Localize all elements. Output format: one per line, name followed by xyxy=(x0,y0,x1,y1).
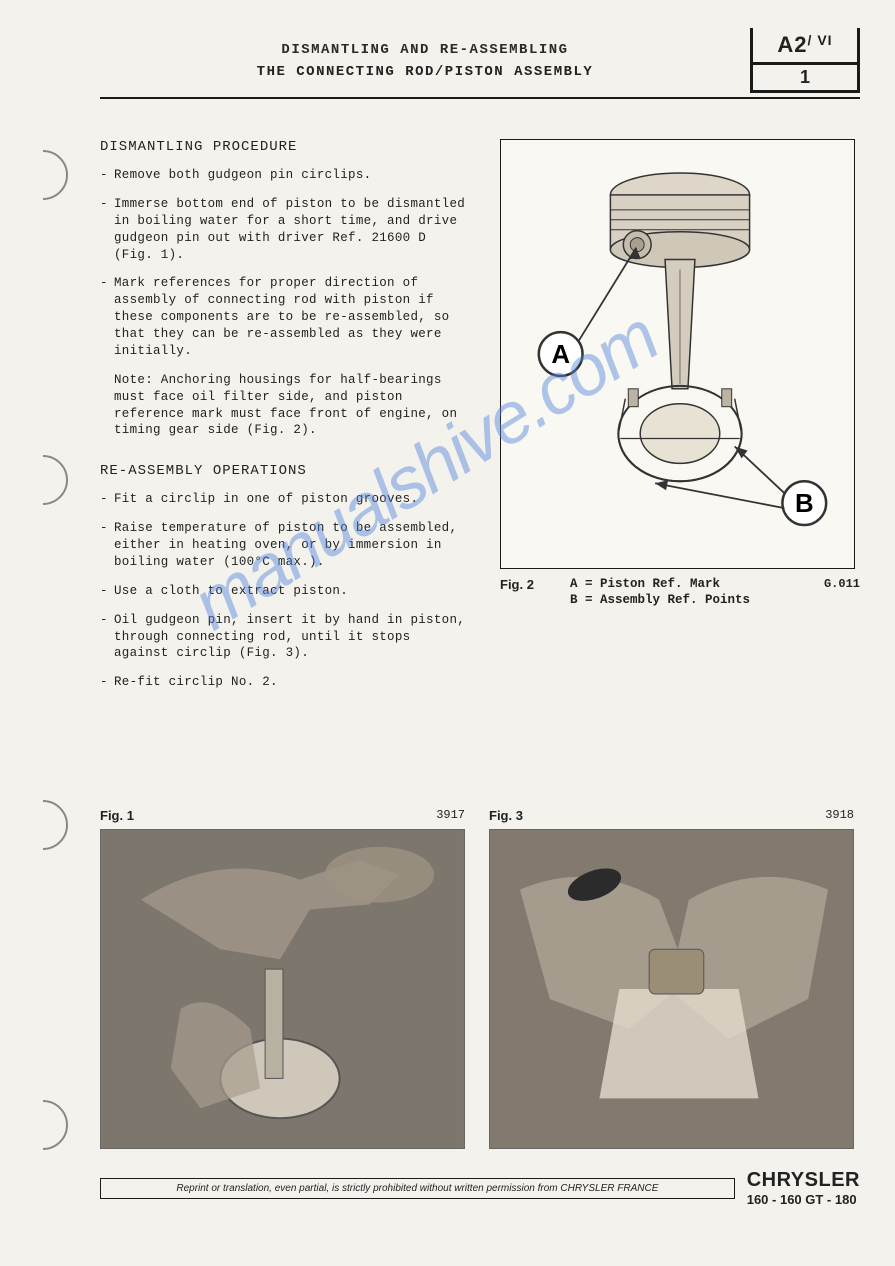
fig3-photo xyxy=(489,829,854,1149)
code-sub: / VI xyxy=(808,32,833,48)
header: DISMANTLING AND RE-ASSEMBLING THE CONNEC… xyxy=(100,28,860,93)
reassembly-heading: RE-ASSEMBLY OPERATIONS xyxy=(100,463,470,479)
copyright-note: Reprint or translation, even partial, is… xyxy=(100,1178,735,1199)
bullet-item: -Mark references for proper direction of… xyxy=(100,275,470,359)
header-rule xyxy=(100,97,860,99)
title-block: DISMANTLING AND RE-ASSEMBLING THE CONNEC… xyxy=(100,28,750,80)
brand-block: CHRYSLER 160 - 160 GT - 180 xyxy=(747,1169,860,1207)
fig1-label: Fig. 1 xyxy=(100,808,134,823)
bullet-item: -Remove both gudgeon pin circlips. xyxy=(100,167,470,184)
brand-name: CHRYSLER xyxy=(747,1169,860,1192)
footer: Reprint or translation, even partial, is… xyxy=(100,1169,860,1207)
fig1-num: 3917 xyxy=(436,808,465,823)
manual-page: DISMANTLING AND RE-ASSEMBLING THE CONNEC… xyxy=(100,28,860,1207)
code-page: 1 xyxy=(753,65,857,90)
fig2-caption: Fig. 2 A = Piston Ref. Mark B = Assembly… xyxy=(500,577,860,609)
bullet-item: -Re-fit circlip No. 2. xyxy=(100,674,470,691)
callout-b-label: B xyxy=(795,490,814,518)
fig3-block: Fig. 3 3918 xyxy=(489,808,854,1149)
bullet-item: -Fit a circlip in one of piston grooves. xyxy=(100,491,470,508)
legend-b: B = Assembly Ref. Points xyxy=(570,593,824,607)
title-line-1: DISMANTLING AND RE-ASSEMBLING xyxy=(100,42,750,58)
figure-column: A B Fig. 2 A = Piston Ref. Mark B = Asse… xyxy=(500,139,860,703)
text-column: DISMANTLING PROCEDURE -Remove both gudge… xyxy=(100,139,470,703)
note-text: Note: Anchoring housings for half-bearin… xyxy=(114,372,470,440)
fig2-diagram: A B xyxy=(500,139,855,569)
bullet-item: -Oil gudgeon pin, insert it by hand in p… xyxy=(100,612,470,663)
legend-a: A = Piston Ref. Mark xyxy=(570,577,824,591)
model-list: 160 - 160 GT - 180 xyxy=(747,1192,860,1207)
bottom-figures: Fig. 1 3917 Fig. 3 3918 xyxy=(100,808,860,1149)
section-code-box: A2/ VI 1 xyxy=(750,28,860,93)
fig3-label: Fig. 3 xyxy=(489,808,523,823)
callout-a-label: A xyxy=(551,341,570,369)
dismantling-heading: DISMANTLING PROCEDURE xyxy=(100,139,470,155)
bullet-item: -Use a cloth to extract piston. xyxy=(100,583,470,600)
fig2-gref: G.011 xyxy=(824,577,860,609)
bullet-item: -Immerse bottom end of piston to be dism… xyxy=(100,196,470,264)
title-line-2: THE CONNECTING ROD/PISTON ASSEMBLY xyxy=(100,64,750,80)
fig3-num: 3918 xyxy=(825,808,854,823)
bullet-item: -Raise temperature of piston to be assem… xyxy=(100,520,470,571)
fig1-block: Fig. 1 3917 xyxy=(100,808,465,1149)
code-main: A2 xyxy=(777,32,807,57)
fig1-photo xyxy=(100,829,465,1149)
fig2-label: Fig. 2 xyxy=(500,577,570,609)
